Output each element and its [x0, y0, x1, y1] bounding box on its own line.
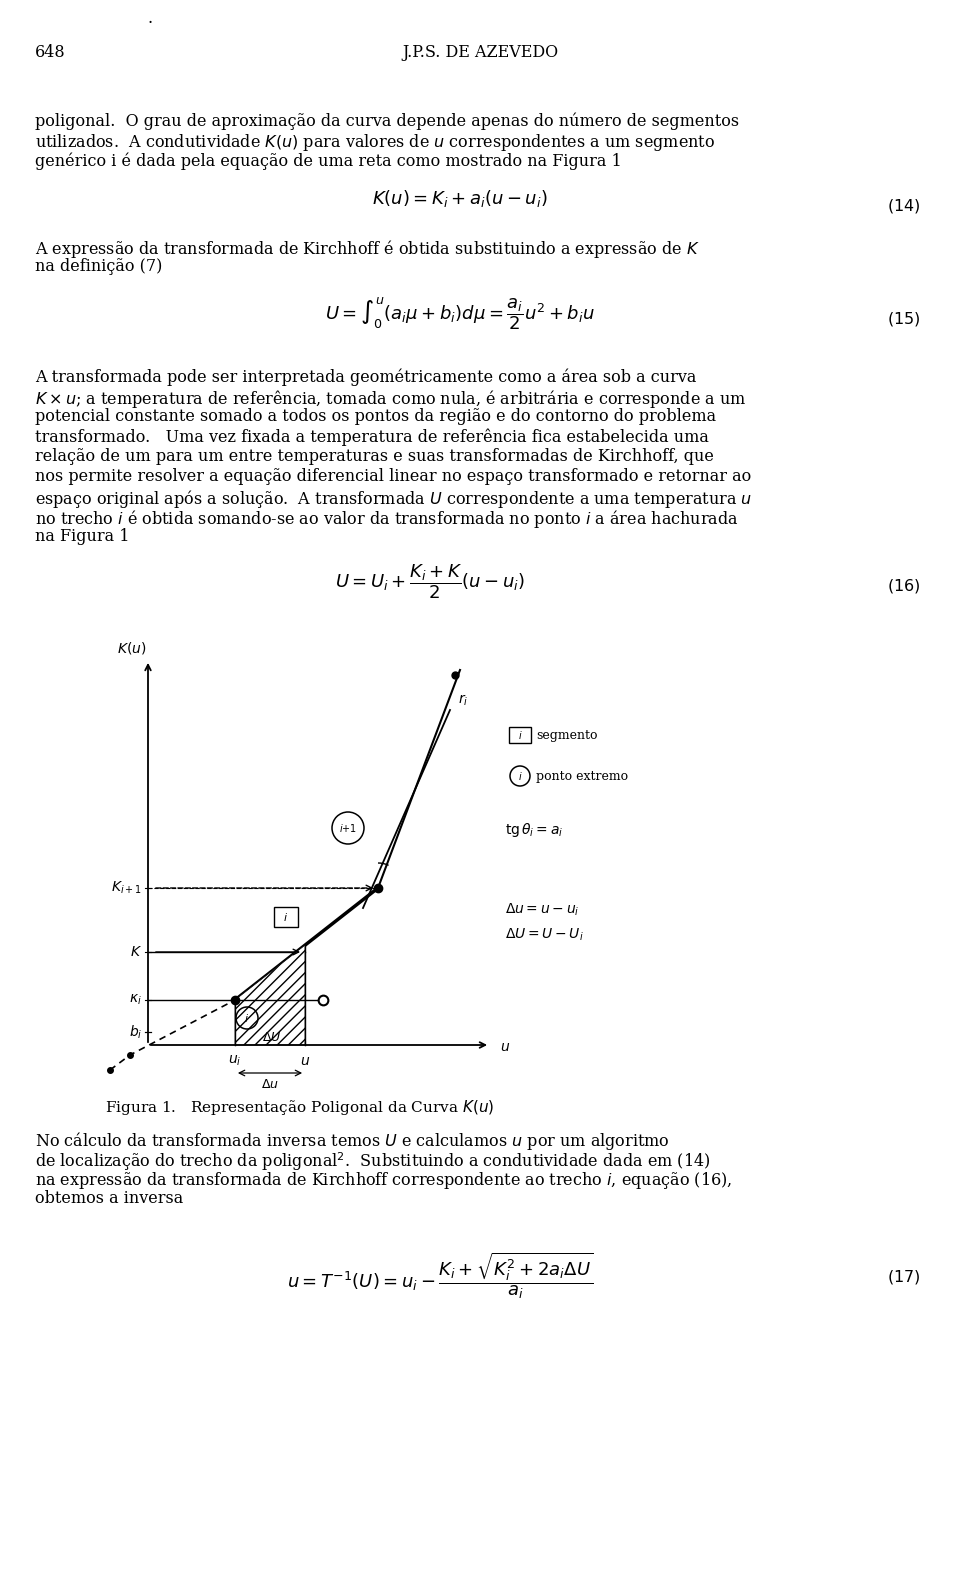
Text: na definição (7): na definição (7) [35, 258, 162, 275]
Text: espaço original após a solução.  A transformada $U$ correspondente a uma tempera: espaço original após a solução. A transf… [35, 488, 753, 510]
Text: $i$: $i$ [245, 1012, 250, 1024]
Text: na Figura 1: na Figura 1 [35, 529, 130, 545]
Text: $i{+}1$: $i{+}1$ [339, 822, 357, 834]
Text: J.P.S. DE AZEVEDO: J.P.S. DE AZEVEDO [402, 43, 558, 60]
Text: de localização do trecho da poligonal$^2$.  Substituindo a condutividade dada em: de localização do trecho da poligonal$^2… [35, 1149, 710, 1173]
Text: 648: 648 [35, 43, 65, 60]
Text: transformado.   Uma vez fixada a temperatura de referência fica estabelecida uma: transformado. Uma vez fixada a temperatu… [35, 427, 708, 445]
Text: relação de um para um entre temperaturas e suas transformadas de Kirchhoff, que: relação de um para um entre temperaturas… [35, 448, 714, 465]
Text: $(15)$: $(15)$ [886, 310, 920, 328]
Text: potencial constante somado a todos os pontos da região e do contorno do problema: potencial constante somado a todos os po… [35, 408, 716, 424]
Text: $\Delta u$: $\Delta u$ [261, 1078, 279, 1092]
Text: $(14)$: $(14)$ [886, 196, 920, 215]
Text: poligonal.  O grau de aproximação da curva depende apenas do número de segmentos: poligonal. O grau de aproximação da curv… [35, 112, 739, 130]
Text: $K(u) = K_i + a_i(u - u_i)$: $K(u) = K_i + a_i(u - u_i)$ [372, 188, 548, 209]
Text: obtemos a inversa: obtemos a inversa [35, 1190, 183, 1206]
Text: $K(u)$: $K(u)$ [116, 640, 146, 655]
Text: $K$: $K$ [130, 945, 142, 959]
Text: $u = T^{-1}(U) = u_i - \dfrac{K_i + \sqrt{K_i^2 + 2a_i\Delta U}}{a_i}$: $u = T^{-1}(U) = u_i - \dfrac{K_i + \sqr… [287, 1251, 593, 1301]
Text: ponto extremo: ponto extremo [536, 769, 628, 782]
Text: $b_i$: $b_i$ [129, 1023, 142, 1040]
Text: $(16)$: $(16)$ [886, 576, 920, 595]
Text: $\Delta u = u - u_i$: $\Delta u = u - u_i$ [505, 902, 580, 918]
Text: $i$: $i$ [283, 910, 289, 923]
Text: $u$: $u$ [300, 1054, 310, 1069]
Text: no trecho $i$ é obtida somando-se ao valor da transformada no ponto $i$ a área h: no trecho $i$ é obtida somando-se ao val… [35, 508, 738, 530]
Text: $K_{i+1}$: $K_{i+1}$ [111, 880, 142, 896]
Text: $\mathrm{tg}\,\theta_i = a_i$: $\mathrm{tg}\,\theta_i = a_i$ [505, 822, 564, 839]
Text: $\kappa_i$: $\kappa_i$ [130, 993, 142, 1007]
Text: na expressão da transformada de Kirchhoff correspondente ao trecho $i$, equação : na expressão da transformada de Kirchhof… [35, 1170, 732, 1190]
Text: .: . [148, 9, 153, 27]
Text: $\Delta U$: $\Delta U$ [262, 1031, 281, 1045]
Text: $u_i$: $u_i$ [228, 1054, 242, 1069]
FancyBboxPatch shape [274, 907, 298, 928]
Polygon shape [235, 945, 305, 1045]
Text: $U = \int_0^u (a_i\mu + b_i)d\mu = \dfrac{a_i}{2}u^2 + b_i u$: $U = \int_0^u (a_i\mu + b_i)d\mu = \dfra… [325, 294, 595, 332]
Text: nos permite resolver a equação diferencial linear no espaço transformado e retor: nos permite resolver a equação diferenci… [35, 469, 752, 484]
Text: $\Delta U = U - U_i$: $\Delta U = U - U_i$ [505, 926, 584, 943]
Text: No cálculo da transformada inversa temos $U$ e calculamos $u$ por um algoritmo: No cálculo da transformada inversa temos… [35, 1130, 670, 1152]
FancyBboxPatch shape [509, 727, 531, 742]
Text: A transformada pode ser interpretada geométricamente como a área sob a curva: A transformada pode ser interpretada geo… [35, 367, 696, 386]
Text: $r_i$: $r_i$ [458, 692, 468, 708]
Text: $K \times u$; a temperatura de referência, tomada como nula, é arbitrária e corr: $K \times u$; a temperatura de referênci… [35, 388, 746, 410]
Text: genérico i é dada pela equação de uma reta como mostrado na Figura 1: genérico i é dada pela equação de uma re… [35, 152, 622, 169]
Text: A expressão da transformada de Kirchhoff é obtida substituindo a expressão de $K: A expressão da transformada de Kirchhoff… [35, 237, 700, 260]
Text: $(17)$: $(17)$ [886, 1268, 920, 1285]
Text: utilizados.  A condutividade $K(u)$ para valores de $u$ correspondentes a um seg: utilizados. A condutividade $K(u)$ para … [35, 131, 715, 154]
Text: segmento: segmento [536, 728, 597, 741]
Text: $U = U_i + \dfrac{K_i + K}{2}(u - u_i)$: $U = U_i + \dfrac{K_i + K}{2}(u - u_i)$ [335, 562, 525, 600]
Text: $i$: $i$ [517, 730, 522, 741]
Text: Figura 1.   Representação Poligonal da Curva $K(u)$: Figura 1. Representação Poligonal da Cur… [106, 1099, 494, 1118]
Text: $i$: $i$ [517, 769, 522, 782]
Text: $u$: $u$ [500, 1040, 510, 1054]
